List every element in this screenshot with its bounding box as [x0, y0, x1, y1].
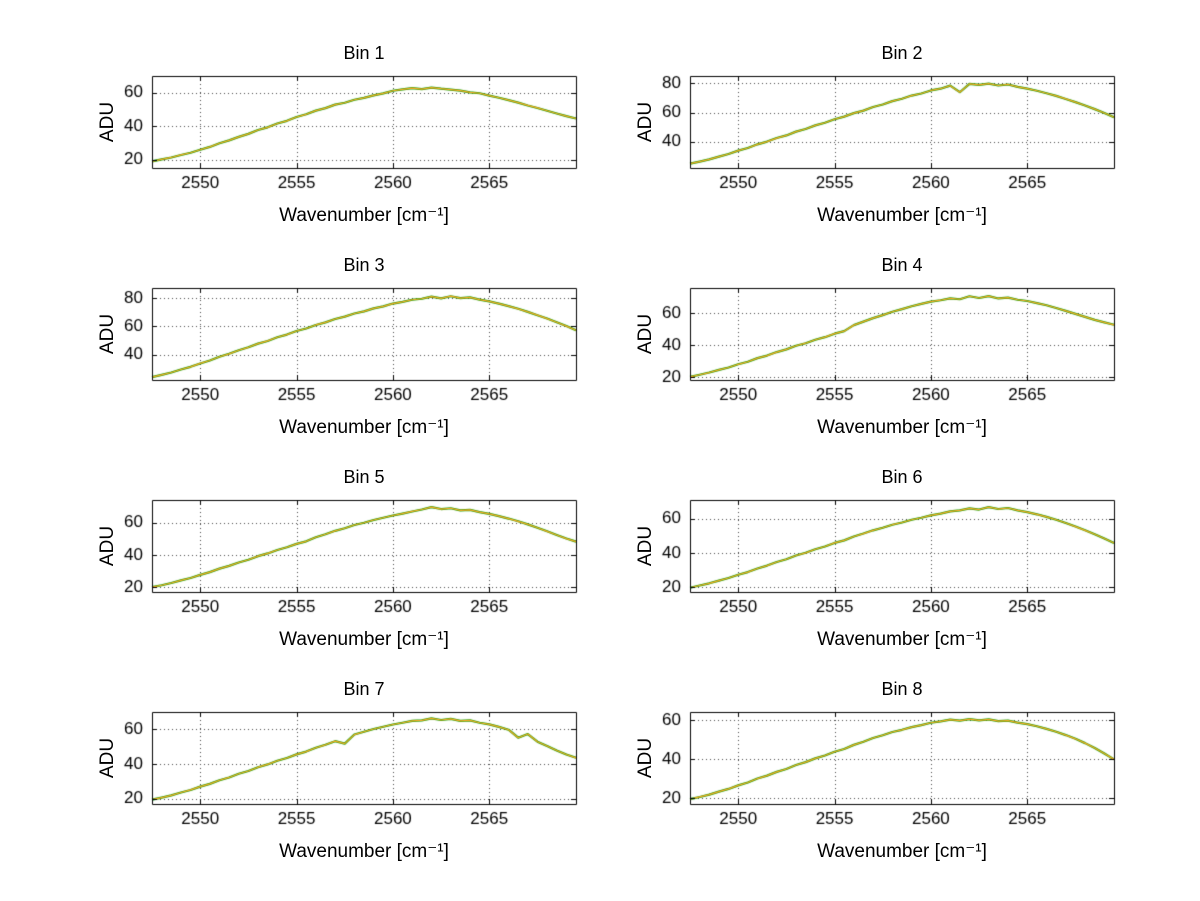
plot-title: Bin 5	[343, 467, 385, 487]
figure-bin-5: Bin 5 ADU Wavenumber [cm⁻¹]	[82, 466, 602, 662]
figure-bin-1: Bin 1 ADU Wavenumber [cm⁻¹]	[82, 42, 602, 238]
plot-area: ADU	[82, 72, 582, 200]
bin-8-plot-canvas	[620, 708, 1120, 836]
plot-area: ADU	[82, 708, 582, 836]
plot-area: ADU	[620, 72, 1120, 200]
plot-area: ADU	[620, 496, 1120, 624]
bin-3-plot-canvas	[82, 284, 582, 412]
bin-4-plot-canvas	[620, 284, 1120, 412]
figure-bin-4: Bin 4 ADU Wavenumber [cm⁻¹]	[620, 254, 1140, 450]
figure-bin-7: Bin 7 ADU Wavenumber [cm⁻¹]	[82, 678, 602, 874]
plot-title: Bin 3	[343, 255, 385, 275]
x-axis-label: Wavenumber [cm⁻¹]	[817, 629, 987, 650]
x-axis-label: Wavenumber [cm⁻¹]	[279, 841, 449, 862]
figure-bin-3: Bin 3 ADU Wavenumber [cm⁻¹]	[82, 254, 602, 450]
bin-1-plot-canvas	[82, 72, 582, 200]
plot-title: Bin 4	[881, 255, 923, 275]
plot-area: ADU	[82, 284, 582, 412]
bin-6-plot-canvas	[620, 496, 1120, 624]
x-axis-label: Wavenumber [cm⁻¹]	[817, 205, 987, 226]
plot-title: Bin 7	[343, 679, 385, 699]
x-axis-label: Wavenumber [cm⁻¹]	[279, 629, 449, 650]
figure-bin-2: Bin 2 ADU Wavenumber [cm⁻¹]	[620, 42, 1140, 238]
figure-bin-8: Bin 8 ADU Wavenumber [cm⁻¹]	[620, 678, 1140, 874]
plot-title: Bin 6	[881, 467, 923, 487]
bin-7-plot-canvas	[82, 708, 582, 836]
bin-2-plot-canvas	[620, 72, 1120, 200]
plot-title: Bin 1	[343, 43, 385, 63]
plot-title: Bin 8	[881, 679, 923, 699]
plot-title: Bin 2	[881, 43, 923, 63]
plot-area: ADU	[620, 708, 1120, 836]
x-axis-label: Wavenumber [cm⁻¹]	[817, 417, 987, 438]
figure-bin-6: Bin 6 ADU Wavenumber [cm⁻¹]	[620, 466, 1140, 662]
x-axis-label: Wavenumber [cm⁻¹]	[279, 417, 449, 438]
plot-area: ADU	[620, 284, 1120, 412]
x-axis-label: Wavenumber [cm⁻¹]	[817, 841, 987, 862]
plot-area: ADU	[82, 496, 582, 624]
x-axis-label: Wavenumber [cm⁻¹]	[279, 205, 449, 226]
bin-5-plot-canvas	[82, 496, 582, 624]
